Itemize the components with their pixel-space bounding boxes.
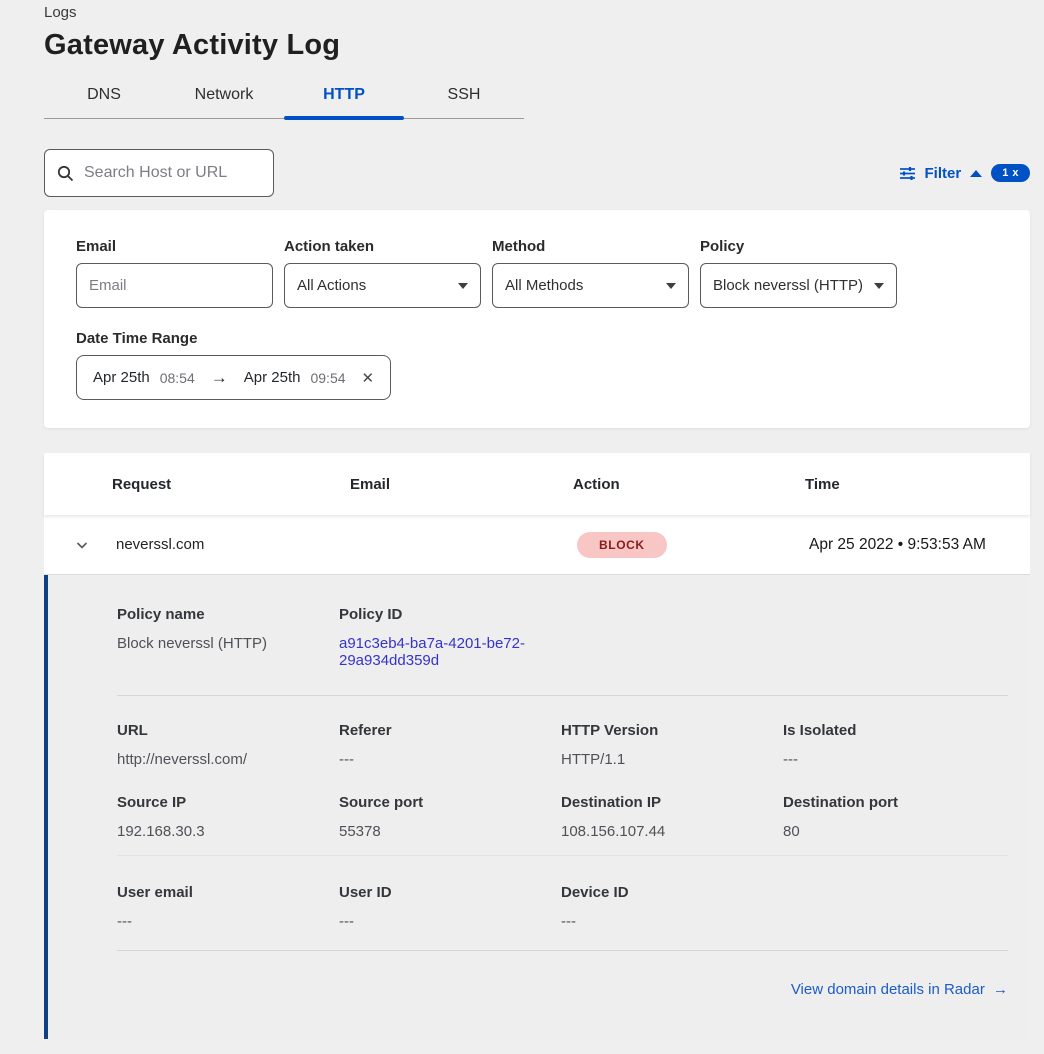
detail-destination-ip: Destination IP 108.156.107.44 <box>561 794 666 840</box>
detail-source-port: Source port 55378 <box>339 794 424 840</box>
radar-link-section: View domain details in Radar → <box>117 951 1008 1039</box>
search-input[interactable] <box>84 164 261 182</box>
method-value: All Methods <box>505 277 584 294</box>
detail-referer: Referer --- <box>339 722 392 768</box>
end-time: 09:54 <box>310 369 346 386</box>
filter-count-badge: 1 x <box>991 164 1030 182</box>
search-filter-row: Filter 1 x <box>44 149 1030 197</box>
detail-user-email: User email --- <box>117 884 193 930</box>
chevron-up-icon <box>970 169 983 177</box>
end-date: Apr 25th <box>243 369 301 386</box>
filter-toggle[interactable]: Filter 1 x <box>899 164 1030 182</box>
policy-section: Policy name Block neverssl (HTTP) Policy… <box>117 575 1008 695</box>
row-details: Policy name Block neverssl (HTTP) Policy… <box>48 575 1030 1039</box>
filter-sliders-icon <box>899 166 916 181</box>
filter-fields-row: Email Action taken All Actions Method Al… <box>76 238 998 308</box>
tab-ssh[interactable]: SSH <box>447 86 481 103</box>
section-divider <box>117 950 1008 951</box>
chevron-down-icon <box>874 282 884 289</box>
detail-url: URL http://neverssl.com/ <box>117 722 248 768</box>
tab-dns[interactable]: DNS <box>87 86 121 103</box>
arrow-right-icon: → <box>210 367 228 387</box>
email-field[interactable] <box>76 263 273 308</box>
time-cell: Apr 25 2022 • 9:53:53 AM <box>809 535 986 553</box>
radar-link[interactable]: View domain details in Radar → <box>790 981 1008 998</box>
tab-http[interactable]: HTTP <box>284 76 404 120</box>
column-header-time: Time <box>805 475 840 493</box>
detail-destination-port: Destination port 80 <box>783 794 898 840</box>
table-row[interactable]: neverssl.com BLOCK Apr 25 2022 • 9:53:53… <box>44 515 1030 575</box>
method-label: Method <box>492 238 546 255</box>
user-section: User email --- User ID --- Device ID --- <box>117 856 1008 950</box>
column-header-email: Email <box>350 475 391 493</box>
chevron-down-icon <box>458 282 468 289</box>
policy-label: Policy <box>700 238 745 255</box>
arrow-right-icon: → <box>993 981 1008 998</box>
section-divider-light <box>117 855 1008 856</box>
chevron-down-icon <box>666 282 676 289</box>
column-header-action: Action <box>573 475 620 493</box>
start-date: Apr 25th <box>93 369 150 386</box>
status-badge: BLOCK <box>577 531 667 558</box>
email-field-label: Email <box>76 238 117 255</box>
policy-value: Block neverssl (HTTP) <box>713 277 864 294</box>
chevron-down-icon[interactable] <box>73 536 91 554</box>
search-box[interactable] <box>44 149 274 197</box>
expanded-row-wrap: neverssl.com BLOCK Apr 25 2022 • 9:53:53… <box>44 515 1030 1039</box>
logs-table: Request Email Action Time neverssl.com B… <box>44 453 1030 1039</box>
detail-device-id: Device ID --- <box>561 884 629 930</box>
detail-policy-name: Policy name Block neverssl (HTTP) <box>117 606 268 652</box>
detail-source-ip: Source IP 192.168.30.3 <box>117 794 205 840</box>
clear-date-range-icon[interactable]: ✕ <box>361 369 375 387</box>
request-cell: neverssl.com <box>116 536 205 553</box>
breadcrumb: Logs <box>44 4 77 21</box>
detail-user-id: User ID --- <box>339 884 392 930</box>
start-time: 08:54 <box>159 369 195 386</box>
tab-bar: DNS Network HTTP SSH <box>44 76 524 120</box>
action-taken-value: All Actions <box>297 277 367 294</box>
method-select[interactable]: All Methods <box>492 263 689 308</box>
action-taken-label: Action taken <box>284 238 375 255</box>
date-range-label: Date Time Range <box>76 330 198 347</box>
filter-label: Filter <box>924 164 962 182</box>
date-range-picker[interactable]: Apr 25th 08:54 → Apr 25th 09:54 ✕ <box>76 355 392 400</box>
detail-http-version: HTTP Version HTTP/1.1 <box>561 722 659 768</box>
tab-network[interactable]: Network <box>194 86 254 103</box>
policy-select[interactable]: Block neverssl (HTTP) <box>700 263 897 308</box>
network-section: Source IP 192.168.30.3 Source port 55378… <box>117 794 1008 855</box>
detail-policy-id: Policy ID a91c3eb4-ba7a-4201-be72-29a934… <box>339 606 561 669</box>
filter-field-policy: Policy Block neverssl (HTTP) <box>700 238 897 308</box>
table-header-row: Request Email Action Time <box>44 453 1030 515</box>
filter-panel: Email Action taken All Actions Method Al… <box>44 210 1030 428</box>
filter-field-email: Email <box>76 238 273 308</box>
filter-field-action-taken: Action taken All Actions <box>284 238 481 308</box>
page-title: Gateway Activity Log <box>44 29 341 61</box>
column-header-request: Request <box>112 475 172 493</box>
search-icon <box>57 165 74 182</box>
action-taken-select[interactable]: All Actions <box>284 263 481 308</box>
filter-field-method: Method All Methods <box>492 238 689 308</box>
policy-id-link[interactable]: a91c3eb4-ba7a-4201-be72-29a934dd359d <box>339 635 525 669</box>
url-section: URL http://neverssl.com/ Referer --- HTT… <box>117 696 1008 794</box>
detail-is-isolated: Is Isolated --- <box>783 722 857 768</box>
action-cell: BLOCK <box>577 531 809 558</box>
section-divider <box>117 695 1008 696</box>
filter-field-date-range: Date Time Range Apr 25th 08:54 → Apr 25t… <box>76 330 998 400</box>
